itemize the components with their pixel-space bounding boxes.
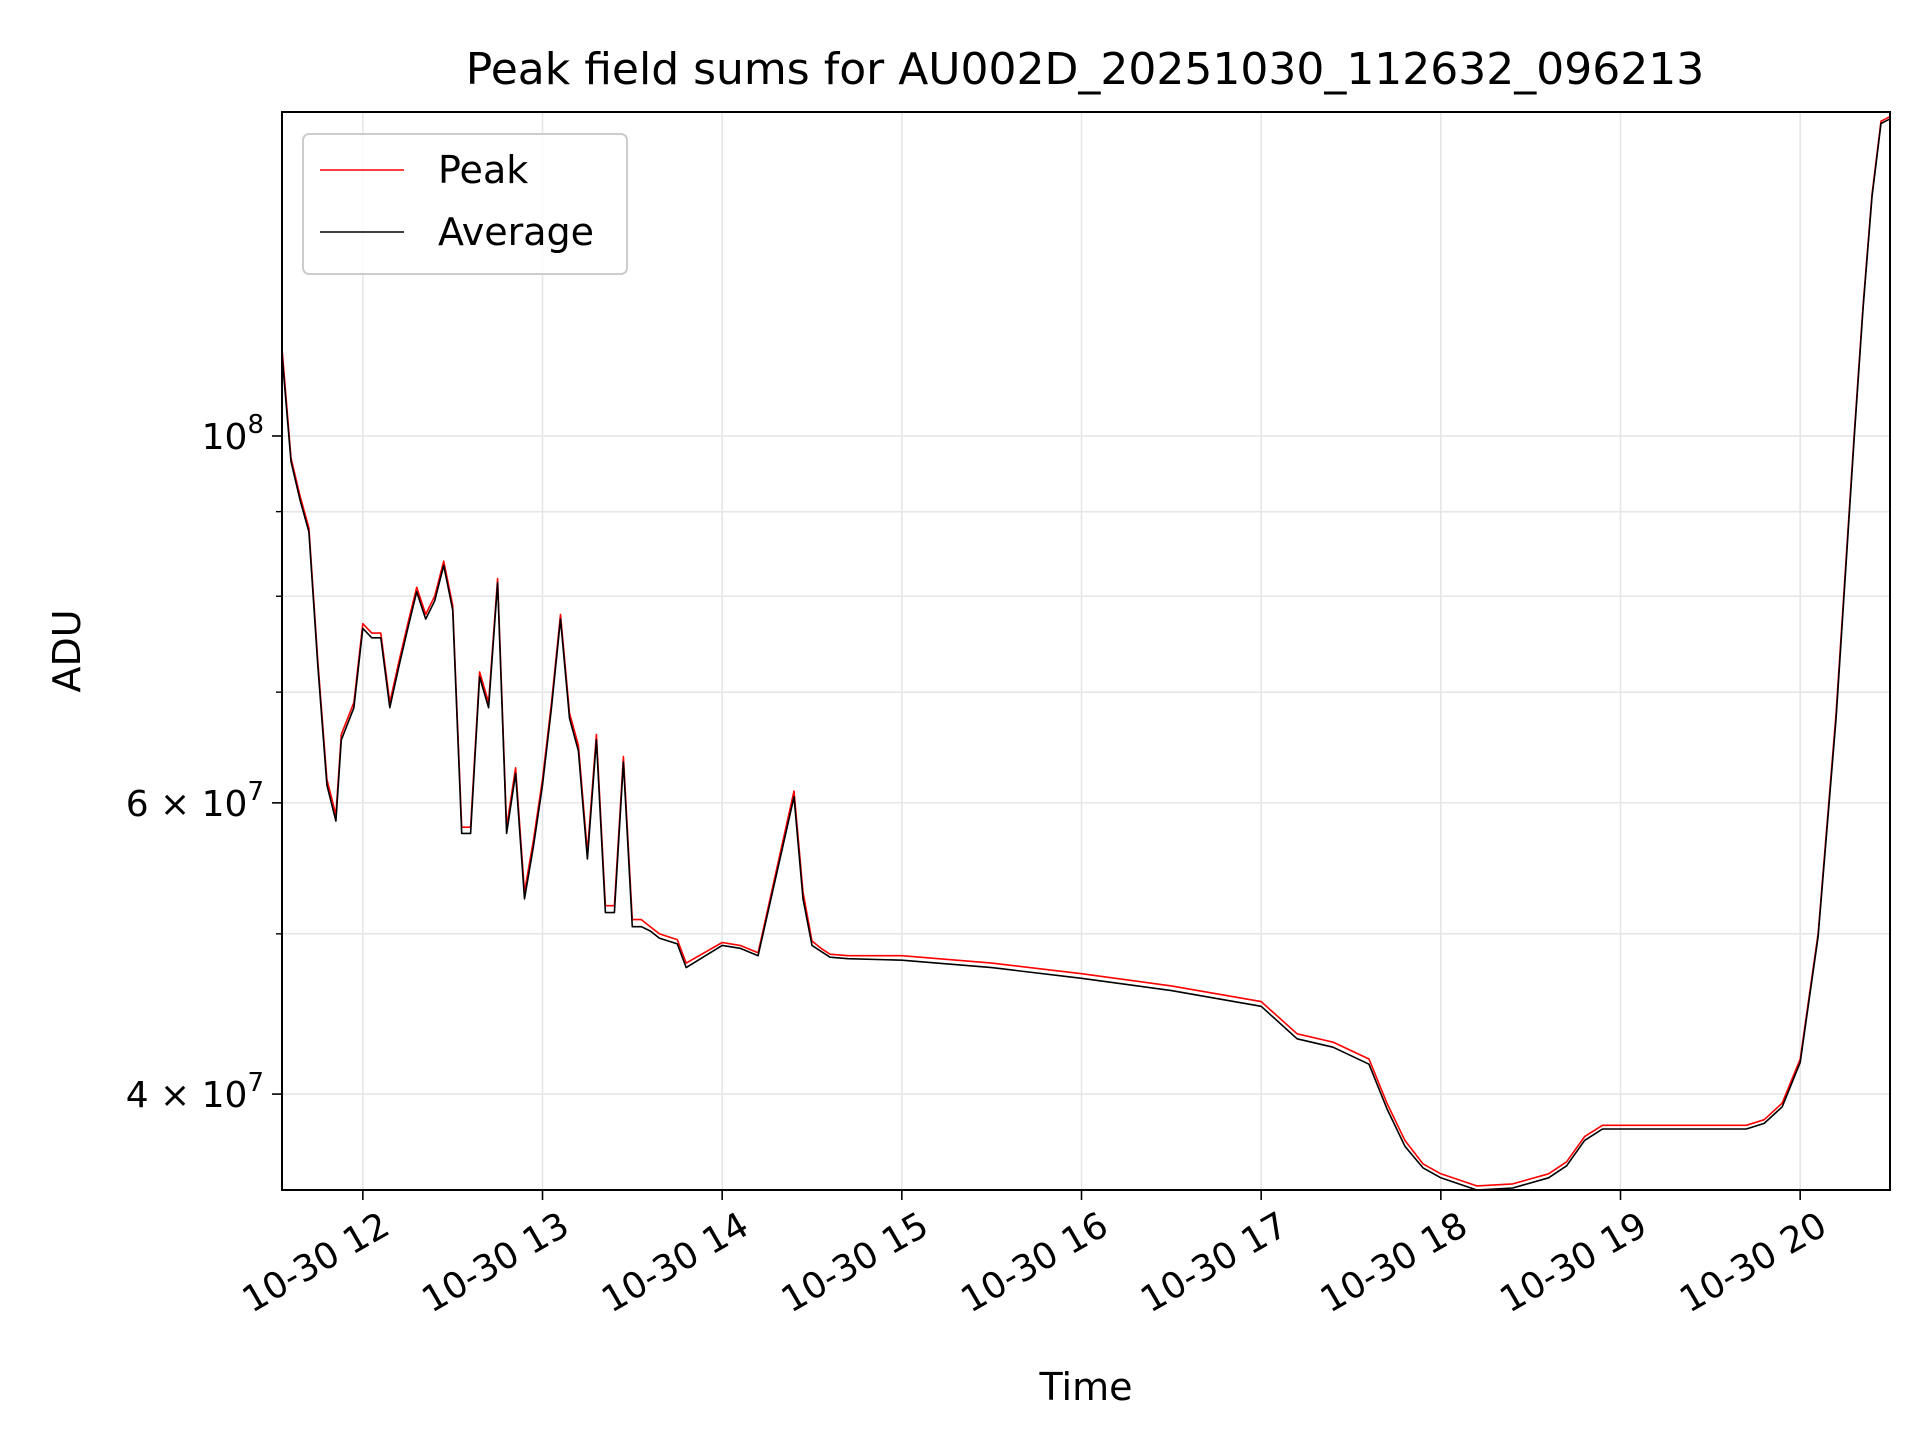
plot-frame (281, 111, 1891, 1191)
grid-layer (282, 112, 1890, 1190)
series-layer (282, 115, 1890, 1190)
chart-title: Peak field sums for AU002D_20251030_1126… (466, 44, 1705, 95)
legend-average-label: Average (438, 210, 594, 254)
legend-peak-label: Peak (438, 148, 528, 192)
y-tick-label: 4 × 107 (126, 1068, 264, 1116)
series-line-peak (282, 115, 1890, 1187)
y-axis: 108 6 × 107 4 × 107 (126, 410, 282, 1116)
legend-box (302, 133, 628, 275)
x-axis-label: Time (1039, 1365, 1133, 1409)
y-axis-label: ADU (45, 609, 89, 692)
y-tick-label: 108 (202, 410, 264, 458)
series-line-average (282, 118, 1890, 1190)
legend: Peak Average (302, 133, 628, 275)
y-tick-label: 6 × 107 (126, 777, 264, 825)
